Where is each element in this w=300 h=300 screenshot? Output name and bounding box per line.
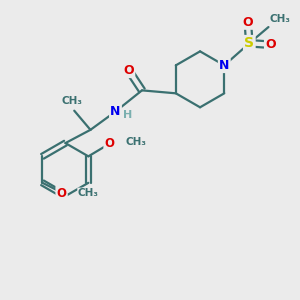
Text: S: S	[244, 36, 254, 50]
Text: O: O	[57, 187, 67, 200]
Text: CH₃: CH₃	[78, 188, 99, 198]
Text: O: O	[123, 64, 134, 77]
Text: CH₃: CH₃	[270, 14, 291, 24]
Text: O: O	[242, 16, 253, 28]
Text: N: N	[110, 105, 121, 118]
Text: N: N	[219, 59, 230, 72]
Text: O: O	[105, 136, 115, 150]
Text: CH₃: CH₃	[61, 96, 82, 106]
Text: O: O	[265, 38, 276, 51]
Text: CH₃: CH₃	[126, 136, 147, 147]
Text: H: H	[123, 110, 133, 120]
